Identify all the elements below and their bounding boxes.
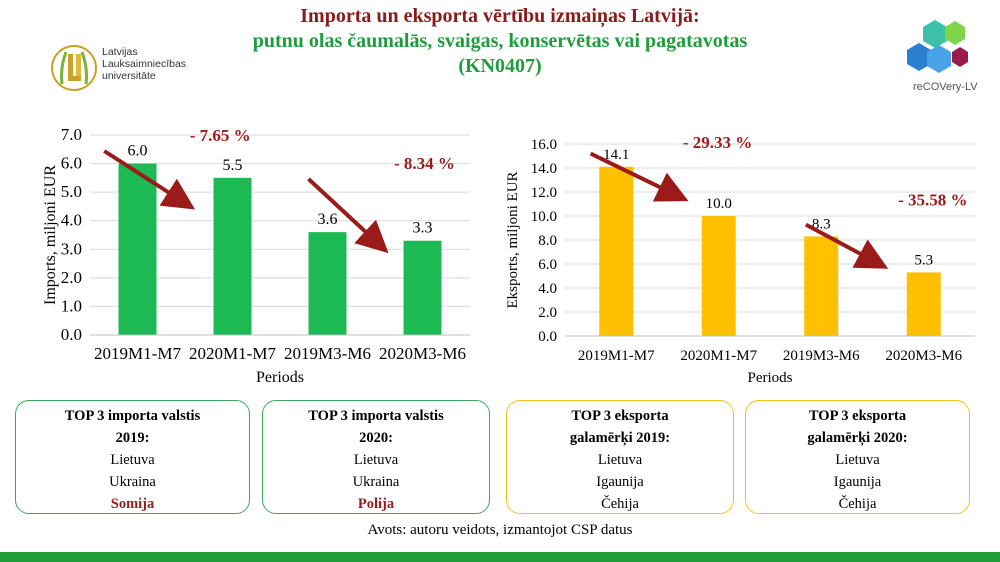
box-item: Lietuva xyxy=(110,452,155,468)
box-subheading: galamērķi 2019: xyxy=(569,430,671,446)
import-chart-svg: 0.0 1.0 2.0 3.0 4.0 5.0 6.0 7.0 6.0 2019M1-M7 5.5 2… xyxy=(42,125,470,386)
x-tick-label: 2019M3-M6 xyxy=(783,348,860,364)
y-tick-label: 5.0 xyxy=(61,182,82,201)
change-percent-label: - 7.65 % xyxy=(190,126,251,145)
change-percent-label: - 29.33 % xyxy=(683,133,752,152)
y-tick-label: 3.0 xyxy=(61,239,82,258)
recovery-logo-text: reCOVery-LV xyxy=(913,81,978,93)
university-logo: Latvijas Lauksaimniecības universitāte xyxy=(50,40,210,96)
bottom-accent-bar xyxy=(0,552,1000,562)
box-item: Lietuva xyxy=(597,452,643,468)
export-chart: 0.0 2.0 4.0 6.0 8.0 10.0 12.0 14.0 16.0 14.1 2019M… xyxy=(495,120,995,395)
bar xyxy=(118,163,157,335)
box-heading: TOP 3 importa valstis xyxy=(308,408,444,424)
change-arrow xyxy=(103,149,196,210)
top-export-2019-box: TOP 3 eksporta galamērķi 2019: Lietuva I… xyxy=(506,400,734,514)
data-label: 3.6 xyxy=(318,211,338,228)
box-item: Lietuva xyxy=(835,452,880,468)
box-heading: TOP 3 eksporta xyxy=(571,408,669,424)
page-title: Importa un eksporta vērtību izmaiņas Lat… xyxy=(200,4,800,79)
bar xyxy=(308,232,347,335)
change-percent-label: - 8.34 % xyxy=(394,154,455,173)
y-axis-title: Imports, miljoni EUR xyxy=(42,165,59,305)
box-item: Čehija xyxy=(838,496,877,512)
top-import-2020-box: TOP 3 importa valstis 2020: Lietuva Ukra… xyxy=(262,400,490,514)
box-heading: TOP 3 importa valstis xyxy=(64,408,201,424)
x-axis-title: Periods xyxy=(256,369,304,386)
change-arrow xyxy=(589,151,689,202)
data-label: 6.0 xyxy=(128,143,148,160)
y-tick-label: 4.0 xyxy=(61,211,82,230)
x-tick-label: 2019M1-M7 xyxy=(578,348,655,364)
import-chart: 0.0 1.0 2.0 3.0 4.0 5.0 6.0 7.0 6.0 2019M1-M7 5.5 2… xyxy=(0,110,480,395)
university-emblem-icon xyxy=(51,45,97,91)
y-tick-label: 1.0 xyxy=(61,296,82,315)
bar xyxy=(599,166,634,336)
box-subheading: 2020: xyxy=(359,430,393,446)
data-label: 3.3 xyxy=(413,220,433,237)
box-item: Igaunija xyxy=(596,474,644,490)
box-item-highlight: Somija xyxy=(110,496,155,512)
x-tick-label: 2020M3-M6 xyxy=(885,348,962,364)
x-tick-label: 2020M3-M6 xyxy=(379,344,466,363)
y-tick-label: 2.0 xyxy=(61,268,82,287)
top-export-2020-box: TOP 3 eksporta galamērķi 2020: Lietuva I… xyxy=(745,400,970,514)
y-tick-label: 0.0 xyxy=(61,325,82,344)
data-label: 5.3 xyxy=(914,252,933,268)
x-tick-label: 2019M3-M6 xyxy=(284,344,371,363)
y-tick-label: 6.0 xyxy=(538,257,557,273)
box-item: Ukraina xyxy=(109,474,156,490)
y-tick-label: 4.0 xyxy=(538,281,557,297)
title-line-2: putnu olas čaumalās, svaigas, konservēta… xyxy=(252,30,748,52)
data-label: 10.0 xyxy=(706,196,732,212)
y-tick-label: 6.0 xyxy=(61,154,82,173)
bar xyxy=(804,236,839,336)
title-line-3: (KN0407) xyxy=(458,55,542,77)
box-heading: TOP 3 eksporta xyxy=(808,408,907,424)
y-tick-label: 8.0 xyxy=(538,233,557,249)
x-tick-label: 2019M1-M7 xyxy=(94,344,181,363)
box-item: Ukraina xyxy=(352,474,400,490)
data-label: 5.5 xyxy=(223,157,243,174)
title-line-1: Importa un eksporta vērtību izmaiņas Lat… xyxy=(300,5,700,27)
x-tick-label: 2020M1-M7 xyxy=(680,348,757,364)
top-import-2019-box: TOP 3 importa valstis 2019: Lietuva Ukra… xyxy=(15,400,250,514)
y-tick-label: 14.0 xyxy=(531,161,557,177)
y-tick-label: 2.0 xyxy=(538,305,557,321)
bar xyxy=(403,240,442,335)
hexagon-cluster-icon xyxy=(907,20,968,73)
bar xyxy=(701,216,736,336)
y-tick-label: 16.0 xyxy=(531,137,557,153)
y-tick-label: 0.0 xyxy=(538,329,557,345)
university-name: Latvijas Lauksaimniecības universitāte xyxy=(102,46,187,82)
change-percent-label: - 35.58 % xyxy=(898,190,967,209)
y-axis-title: Eksports, miljoni EUR xyxy=(505,171,521,308)
change-arrow xyxy=(804,222,889,269)
change-arrow xyxy=(307,177,389,254)
y-tick-label: 12.0 xyxy=(531,185,557,201)
data-label: 14.1 xyxy=(603,147,629,163)
x-axis-title: Periods xyxy=(748,370,793,386)
bar xyxy=(213,177,252,335)
y-tick-label: 7.0 xyxy=(61,125,82,144)
x-tick-label: 2020M1-M7 xyxy=(189,344,276,363)
source-note: Avots: autoru veidots, izmantojot CSP da… xyxy=(367,522,633,538)
box-subheading: galamērķi 2020: xyxy=(807,430,908,446)
bar xyxy=(906,272,941,336)
box-subheading: 2019: xyxy=(115,430,150,446)
box-item: Igaunija xyxy=(833,474,882,490)
box-item: Lietuva xyxy=(353,452,399,468)
export-chart-svg: 0.0 2.0 4.0 6.0 8.0 10.0 12.0 14.0 16.0 14.1 2019M… xyxy=(505,133,975,386)
y-tick-label: 10.0 xyxy=(531,209,557,225)
box-item-highlight: Polija xyxy=(357,496,395,512)
recovery-logo: reCOVery-LV xyxy=(905,15,995,100)
box-item: Čehija xyxy=(601,496,639,512)
